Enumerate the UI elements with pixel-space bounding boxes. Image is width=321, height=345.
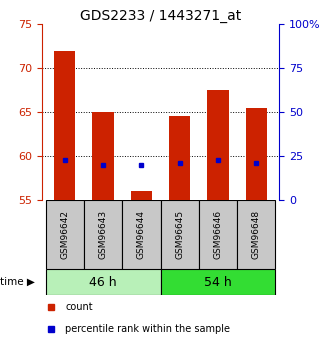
Bar bbox=[237, 200, 275, 269]
Bar bbox=[169, 117, 190, 200]
Text: GSM96648: GSM96648 bbox=[252, 210, 261, 259]
Bar bbox=[160, 269, 275, 295]
Text: 54 h: 54 h bbox=[204, 276, 232, 289]
Text: GSM96642: GSM96642 bbox=[60, 210, 69, 259]
Text: percentile rank within the sample: percentile rank within the sample bbox=[65, 324, 230, 334]
Text: GSM96646: GSM96646 bbox=[213, 210, 222, 259]
Bar bbox=[84, 200, 122, 269]
Bar bbox=[122, 200, 160, 269]
Bar bbox=[46, 200, 84, 269]
Bar bbox=[160, 200, 199, 269]
Bar bbox=[199, 200, 237, 269]
Bar bbox=[246, 108, 267, 200]
Title: GDS2233 / 1443271_at: GDS2233 / 1443271_at bbox=[80, 9, 241, 23]
Bar bbox=[54, 50, 75, 200]
Bar bbox=[131, 191, 152, 200]
Bar bbox=[207, 90, 229, 200]
Text: GSM96644: GSM96644 bbox=[137, 210, 146, 259]
Text: 46 h: 46 h bbox=[89, 276, 117, 289]
Text: GSM96643: GSM96643 bbox=[99, 210, 108, 259]
Bar bbox=[46, 269, 160, 295]
Bar bbox=[92, 112, 114, 200]
Text: time ▶: time ▶ bbox=[0, 277, 35, 287]
Text: GSM96645: GSM96645 bbox=[175, 210, 184, 259]
Text: count: count bbox=[65, 302, 93, 312]
